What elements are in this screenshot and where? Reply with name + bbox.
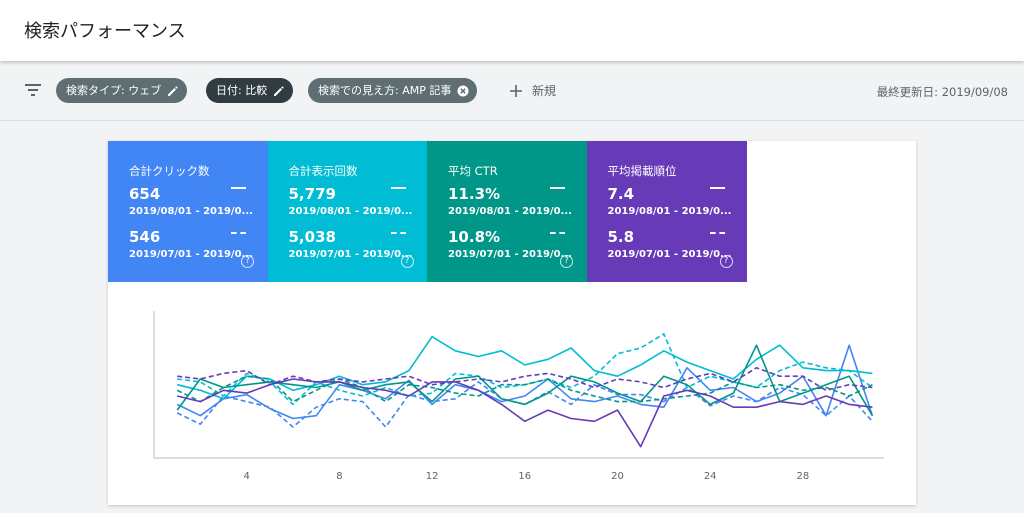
x-tick-label: 16 [518, 471, 531, 482]
x-tick-label: 8 [336, 471, 342, 482]
metric-current-range: 2019/08/01 - 2019/0... [288, 206, 413, 217]
add-filter-button[interactable]: 新規 [510, 78, 556, 103]
metric-current-range: 2019/08/01 - 2019/0... [129, 206, 253, 217]
chart-series-line-4 [176, 344, 874, 417]
previous-period-legend-line [550, 232, 565, 234]
filter-icon[interactable] [24, 82, 42, 98]
metric-clicks-tile[interactable]: 合計クリック数 654 2019/08/01 - 2019/0... 546 2019/… [108, 141, 268, 282]
metric-label: 合計クリック数 [129, 164, 210, 178]
metric-current-range: 2019/08/01 - 2019/0... [448, 206, 572, 217]
metric-impressions-tile[interactable]: 合計表示回数 5,779 2019/08/01 - 2019/0... 5,038 20… [267, 141, 428, 282]
metric-previous-range: 2019/07/01 - 2019/0... [129, 249, 253, 260]
metric-current-range: 2019/08/01 - 2019/0... [607, 206, 732, 217]
current-period-legend-line [390, 187, 406, 189]
metric-previous-range: 2019/07/01 - 2019/0... [607, 249, 732, 260]
add-filter-label: 新規 [532, 84, 557, 98]
edit-icon[interactable] [167, 85, 179, 97]
metric-previous-value: 546 [129, 228, 161, 246]
current-period-legend-line [550, 187, 565, 189]
filter-chip-label: 検索での見え方: AMP 記事 [318, 84, 452, 97]
x-tick-label: 4 [244, 471, 250, 482]
remove-icon[interactable] [457, 85, 469, 97]
divider [0, 120, 1024, 121]
metric-previous-value: 5,038 [288, 228, 336, 246]
chart-series-line-1 [176, 381, 873, 428]
filter-chip-date[interactable]: 日付: 比較 [206, 78, 294, 103]
chart-series-line-2 [177, 335, 873, 400]
last-updated: 最終更新日: 2019/09/08 [876, 85, 1008, 99]
filter-chip-search-type[interactable]: 検索タイプ: ウェブ [56, 78, 188, 103]
metric-current-value: 7.4 [607, 185, 635, 203]
metric-position-tile[interactable]: 平均掲載順位 7.4 2019/08/01 - 2019/0... 5.8 2019/0… [586, 141, 747, 282]
metric-label: 平均 CTR [448, 164, 498, 178]
help-icon[interactable]: ? [719, 255, 733, 268]
top-header: 検索パフォーマンス [0, 0, 1024, 61]
page-title: 検索パフォーマンス [24, 21, 186, 42]
plus-icon [510, 84, 522, 97]
edit-icon[interactable] [273, 85, 285, 97]
metric-label: 平均掲載順位 [607, 164, 677, 178]
metric-previous-range: 2019/07/01 - 2019/0... [448, 249, 572, 260]
x-tick-label: 12 [426, 471, 439, 482]
metric-current-value: 654 [129, 185, 161, 203]
performance-card: 合計クリック数 654 2019/08/01 - 2019/0... 546 2019/… [108, 141, 916, 505]
x-tick-label: 28 [797, 471, 810, 482]
previous-period-legend-line [231, 232, 246, 234]
help-icon[interactable]: ? [560, 255, 573, 268]
x-tick-label: 24 [704, 471, 717, 482]
metric-previous-value: 10.8% [448, 228, 501, 246]
chart-series-line-6 [177, 378, 873, 448]
filter-chip-label: 検索タイプ: ウェブ [66, 84, 162, 97]
current-period-legend-line [709, 187, 725, 189]
performance-chart: 4 8 12 16 20 24 28 [153, 311, 884, 482]
metric-previous-value: 5.8 [607, 228, 635, 246]
metric-ctr-tile[interactable]: 平均 CTR 11.3% 2019/08/01 - 2019/0... 10.8% 20… [427, 141, 587, 282]
filter-chip-label: 日付: 比較 [216, 84, 268, 97]
metric-current-value: 11.3% [448, 185, 501, 203]
current-period-legend-line [231, 187, 246, 189]
chart-series-line-7 [177, 367, 873, 392]
previous-period-legend-line [709, 232, 725, 234]
metric-current-value: 5,779 [288, 185, 336, 203]
metric-label: 合計表示回数 [288, 164, 358, 178]
filter-bar: 検索タイプ: ウェブ 日付: 比較 検索での見え方: AMP 記事 新規 最終更… [0, 66, 1024, 116]
previous-period-legend-line [390, 232, 406, 234]
help-icon[interactable]: ? [400, 255, 414, 268]
filter-chip-search-appearance[interactable]: 検索での見え方: AMP 記事 [308, 78, 478, 103]
metric-previous-range: 2019/07/01 - 2019/0... [288, 249, 413, 260]
help-icon[interactable]: ? [241, 255, 254, 268]
x-tick-label: 20 [611, 471, 624, 482]
chart-series-line-5 [176, 375, 873, 403]
